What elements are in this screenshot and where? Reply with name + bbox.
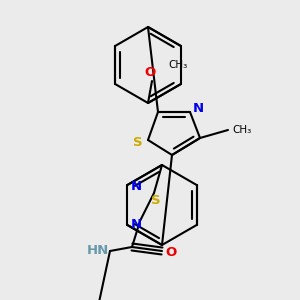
Text: N: N (131, 179, 142, 193)
Text: S: S (133, 136, 143, 148)
Text: CH₃: CH₃ (232, 125, 251, 135)
Text: HN: HN (87, 244, 109, 256)
Text: CH₃: CH₃ (168, 60, 187, 70)
Text: O: O (165, 245, 177, 259)
Text: O: O (144, 67, 156, 80)
Text: S: S (151, 194, 161, 208)
Text: N: N (131, 218, 142, 230)
Text: N: N (192, 101, 204, 115)
